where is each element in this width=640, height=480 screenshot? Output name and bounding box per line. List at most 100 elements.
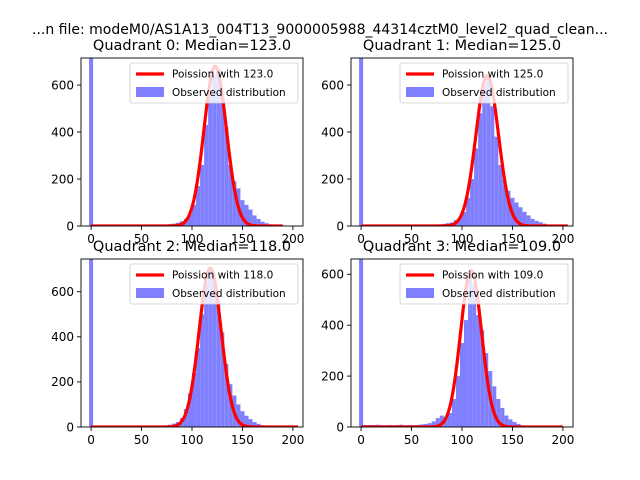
histogram-bar [212, 278, 217, 427]
legend-entry-poisson: Poission with 118.0 [172, 270, 273, 282]
y-tick-label: 0 [66, 219, 74, 233]
histogram-bar [492, 386, 497, 427]
y-tick-label: 200 [321, 172, 344, 186]
histogram-bar [192, 372, 197, 427]
y-tick-label: 600 [321, 78, 344, 92]
panel-title: Quadrant 3: Median=109.0 [363, 239, 561, 255]
x-tick-label: 150 [501, 232, 524, 246]
legend-bar-swatch [406, 288, 434, 298]
x-tick-label: 200 [551, 433, 574, 447]
plot-area [359, 259, 564, 427]
histogram-bar [538, 222, 543, 226]
y-tick-label: 400 [321, 318, 344, 332]
poisson-curve [90, 64, 284, 226]
legend-bar-swatch [136, 288, 164, 298]
histogram-bar [435, 418, 440, 427]
histogram-bar [187, 393, 192, 427]
histogram-bar [474, 148, 479, 226]
histogram-bar [494, 136, 499, 226]
histogram-bar [187, 214, 192, 226]
histogram-bar [359, 259, 364, 427]
histogram-bar [508, 419, 513, 427]
y-tick-label: 0 [66, 420, 74, 434]
y-tick-label: 600 [321, 268, 344, 282]
histogram-bar [504, 415, 509, 427]
histogram-bar [248, 209, 253, 226]
histogram-bar [252, 422, 257, 427]
legend-entry-observed: Observed distribution [172, 288, 286, 300]
x-tick-label: 50 [134, 232, 149, 246]
histogram-bar [240, 411, 245, 427]
panel-title: Quadrant 2: Median=118.0 [93, 239, 291, 255]
histogram-bar [451, 399, 456, 427]
histogram-bar [522, 211, 527, 226]
legend-box [399, 62, 569, 104]
histogram-bar [200, 314, 205, 427]
histogram-bar [518, 207, 523, 226]
histogram-bar [228, 164, 233, 226]
histogram-bar [427, 423, 432, 427]
legend: Poission with 109.0 Observed distribution [399, 263, 569, 305]
histogram-bar [212, 75, 217, 226]
histogram-bar [472, 284, 477, 427]
histogram-bar [224, 127, 229, 226]
poisson-curve [360, 268, 564, 427]
histogram-bar [490, 106, 495, 226]
x-tick-label: 100 [181, 232, 204, 246]
histogram-bar [216, 68, 221, 226]
legend: Poission with 125.0 Observed distribution [399, 62, 569, 104]
histogram-bar [468, 274, 473, 427]
histogram-bar [486, 77, 491, 226]
histogram-bar [500, 407, 505, 427]
histogram-bar [256, 218, 261, 226]
plot-area [89, 58, 284, 226]
histogram-bar [459, 343, 465, 427]
histogram-bar [506, 190, 511, 226]
histogram-bar [478, 113, 483, 226]
x-tick-label: 150 [231, 232, 254, 246]
x-tick-label: 0 [87, 433, 95, 447]
histogram-bar [476, 315, 481, 427]
legend: Poission with 123.0 Observed distribution [129, 62, 299, 104]
x-tick-label: 100 [181, 433, 204, 447]
histogram-bar [359, 58, 364, 226]
panel-quadrant-3: 0 50 100 150 200 0 200 400 600 Quadrant 3: Median… [321, 239, 574, 447]
histogram-bar [466, 197, 471, 226]
histogram-bar [204, 282, 209, 427]
histogram-bar [534, 220, 539, 226]
histogram-bar [248, 419, 253, 427]
x-tick-label: 0 [87, 232, 95, 246]
histogram-bar [216, 300, 221, 427]
legend-box [129, 62, 299, 104]
histogram-bar [443, 416, 448, 427]
legend-box [399, 263, 569, 305]
histogram-bar [457, 217, 462, 226]
histogram-bar [512, 421, 517, 427]
x-tick-label: 50 [404, 433, 419, 447]
histogram-bar [484, 353, 489, 427]
legend-entry-poisson: Poission with 125.0 [442, 69, 543, 81]
panel-quadrant-2: 0 50 100 150 200 0 200 400 600 Quadrant 2: Median… [51, 239, 304, 447]
histogram-bar [196, 348, 201, 427]
histogram-bar [260, 221, 265, 226]
histogram-bar [244, 415, 249, 427]
histogram-bar [439, 415, 444, 427]
figure-suptitle: ...n file: modeM0/AS1A13_004T13_90000059… [32, 22, 608, 38]
x-tick-label: 50 [134, 433, 149, 447]
legend-entry-observed: Observed distribution [442, 288, 556, 300]
histogram-bar [502, 179, 507, 226]
histogram-bar [455, 376, 460, 427]
histogram-bar [89, 259, 94, 427]
histogram-bar [208, 94, 213, 226]
panel-quadrant-1: 0 50 100 150 200 0 200 400 600 Quadrant 1: Median… [321, 38, 574, 246]
histogram-bar [470, 179, 475, 226]
histogram-bar [183, 408, 188, 427]
y-tick-label: 0 [336, 420, 344, 434]
histogram-bar [496, 399, 501, 427]
y-tick-label: 400 [51, 330, 74, 344]
legend-bar-swatch [406, 87, 434, 97]
x-tick-label: 50 [404, 232, 419, 246]
histogram-bar [192, 204, 197, 226]
legend: Poission with 118.0 Observed distribution [129, 263, 299, 305]
